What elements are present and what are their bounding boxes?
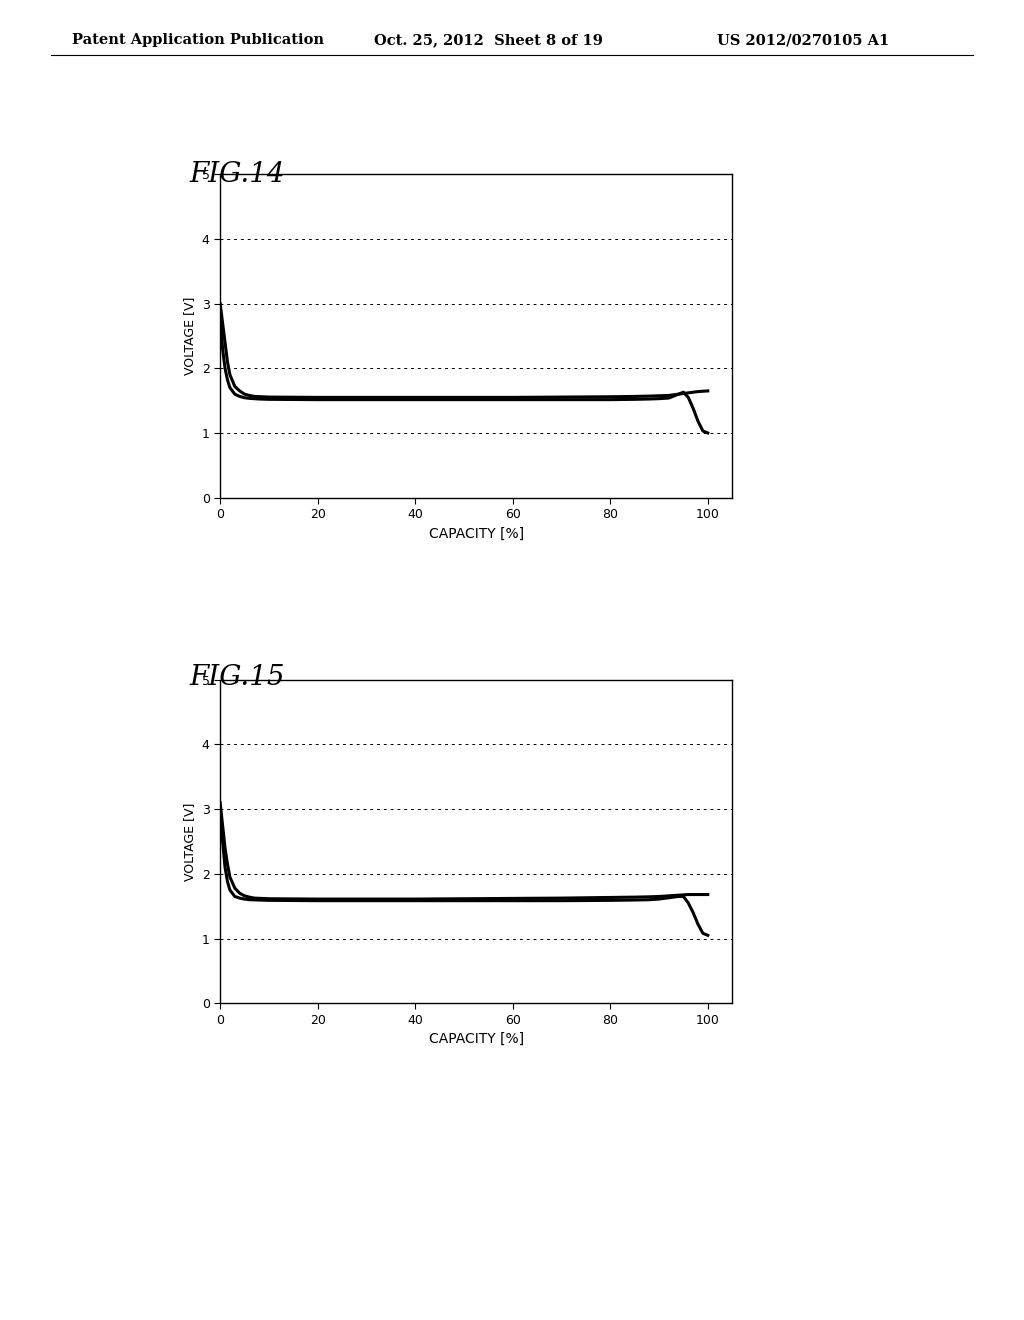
- Text: Oct. 25, 2012  Sheet 8 of 19: Oct. 25, 2012 Sheet 8 of 19: [374, 33, 603, 48]
- Y-axis label: VOLTAGE [V]: VOLTAGE [V]: [183, 297, 197, 375]
- X-axis label: CAPACITY [%]: CAPACITY [%]: [429, 527, 523, 541]
- X-axis label: CAPACITY [%]: CAPACITY [%]: [429, 1032, 523, 1047]
- Y-axis label: VOLTAGE [V]: VOLTAGE [V]: [183, 803, 197, 880]
- Text: FIG.15: FIG.15: [189, 664, 285, 690]
- Text: US 2012/0270105 A1: US 2012/0270105 A1: [717, 33, 889, 48]
- Text: Patent Application Publication: Patent Application Publication: [72, 33, 324, 48]
- Text: FIG.14: FIG.14: [189, 161, 285, 187]
